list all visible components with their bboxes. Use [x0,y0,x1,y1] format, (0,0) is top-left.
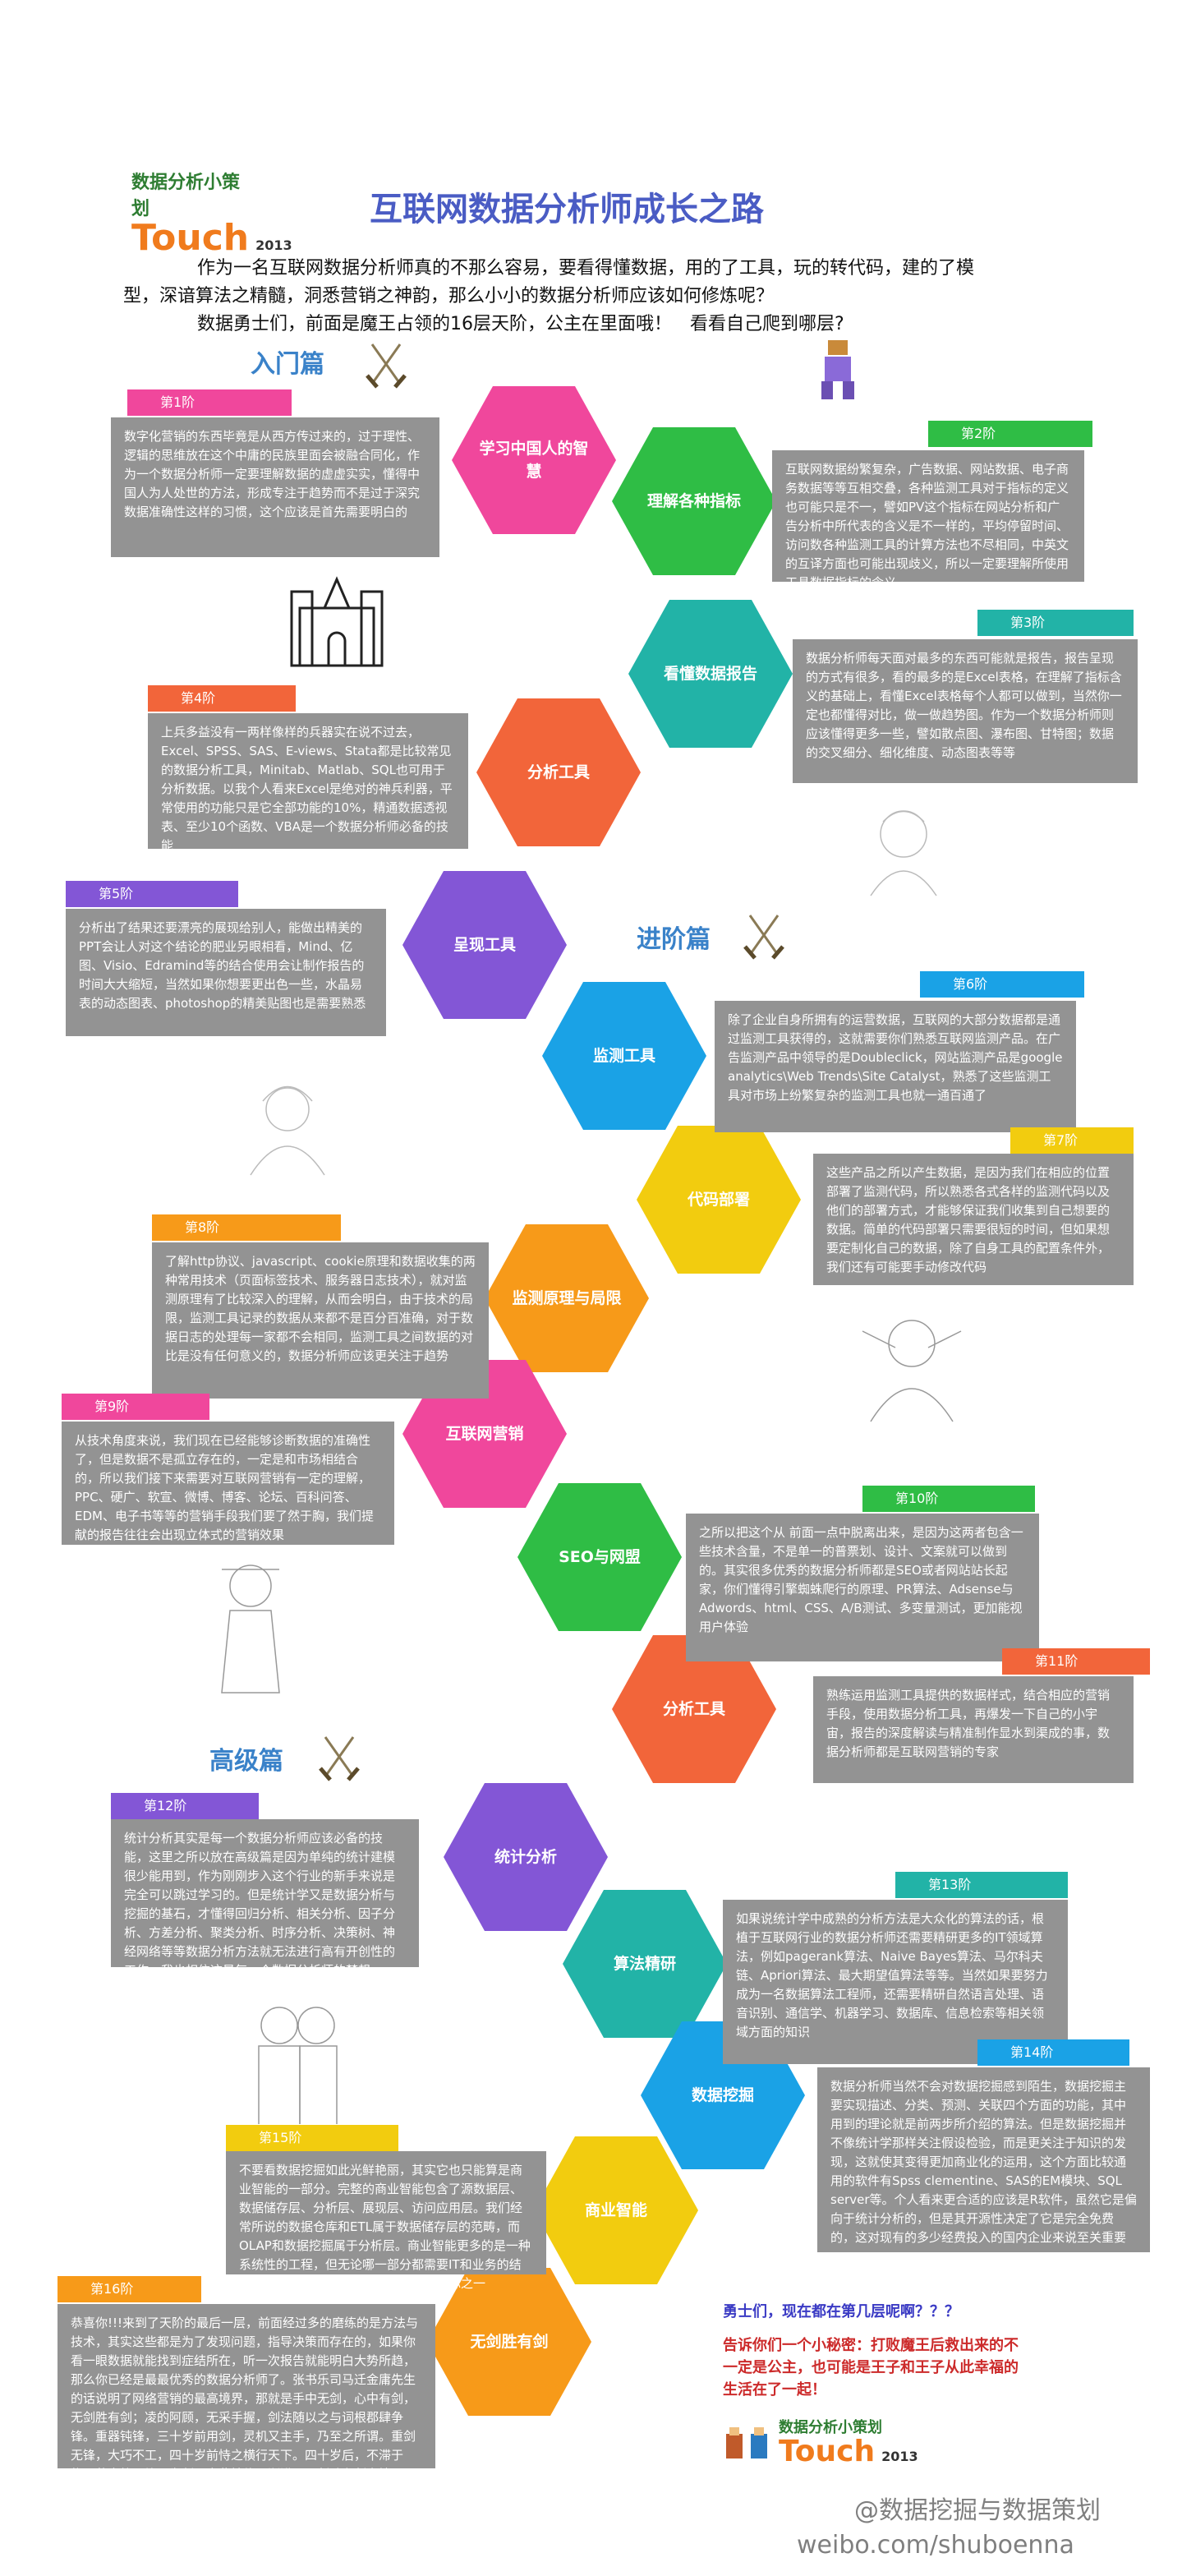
hex-step-6: 监测工具 [542,982,706,1130]
step-11-text: 熟练运用监测工具提供的数据样式，结合相应的营销手段，使用数据分析工具，再爆发一下… [813,1676,1134,1783]
step-16-text: 恭喜你!!!来到了天阶的最后一层，前面经过多的磨练的是方法与技术，其实这些都是为… [57,2304,435,2482]
outro-question: 勇士们，现在都在第几层呢啊？？？ [723,2303,959,2320]
anime-sketch-image [221,1564,280,1694]
step-5-tag: 第5阶 [66,881,238,907]
outro-text: 勇士们，现在都在第几层呢啊？？？ 告诉你们一个小秘密：打败魔王后救出来的不一定是… [723,2301,1019,2412]
hex-step-12: 统计分析 [444,1783,608,1931]
step-16-tag: 第16阶 [57,2276,201,2302]
step-14-text: 数据分析师当然不会对数据挖掘感到陌生，数据挖掘主要实现描述、分类、预测、关联四个… [817,2067,1150,2252]
logo-year: 2013 [881,2449,918,2464]
hex-step-1: 学习中国人的智慧 [452,386,616,534]
hex-step-3: 看懂数据报告 [628,600,793,748]
step-8-tag: 第8阶 [152,1214,341,1241]
anime-sketch-image [258,2007,338,2124]
step-8-text: 了解http协议、javascript、cookie原理和数据收集的两种常用技术… [152,1242,489,1399]
logo: 数据分析小策划 Touch 2013 [131,168,292,259]
step-6-tag: 第6阶 [920,971,1084,998]
warrior-sprite-icon [821,340,854,399]
hex-step-2: 理解各种指标 [612,427,776,575]
step-10-text: 之所以把这个从 前面一点中脱离出来，是因为这两者包含一些技术含量，不是单一的普票… [686,1514,1039,1661]
step-1-text: 数字化营销的东西毕竟是从西方传过来的，过于理性、逻辑的思维放在这个中庸的民族里面… [111,417,439,557]
step-5-text: 分析出了结果还要漂亮的展现给别人，能做出精美的PPT会让人对这个结论的肥业另眼相… [66,909,386,1036]
step-7-text: 这些产品之所以产生数据，是因为我们在相应的位置部署了监测代码，所以熟悉各式各样的… [813,1154,1134,1285]
section-intermediate: 进阶篇 [637,925,711,954]
hex-step-13: 算法精研 [563,1890,727,2038]
step-9-tag: 第9阶 [62,1394,209,1420]
step-14-tag: 第14阶 [977,2039,1129,2066]
weibo-url-watermark: weibo.com/shuboenna [797,2531,1074,2560]
step-1-tag: 第1阶 [127,389,292,416]
step-12-tag: 第12阶 [111,1793,259,1819]
logo-small-text: 数据分析小策划 [131,173,241,219]
step-10-tag: 第10阶 [862,1486,1035,1512]
step-7-tag: 第7阶 [1010,1127,1134,1154]
intro-line-1: 作为一名互联网数据分析师真的不那么容易，要看得懂数据，用的了工具，玩的转代码，建… [123,258,975,306]
crossed-swords-icon [366,343,407,389]
hex-step-15: 商业智能 [534,2136,698,2284]
step-3-tag: 第3阶 [977,610,1134,636]
step-4-tag: 第4阶 [148,685,296,712]
crossed-swords-icon [743,915,784,960]
anime-sketch-image [250,1085,325,1176]
anime-sketch-image [870,810,937,896]
step-2-tag: 第2阶 [928,421,1092,447]
crossed-swords-icon [319,1736,360,1781]
step-2-text: 互联网数据纷繁复杂，广告数据、网站数据、电子商务数据等等互相交叠，各种监测工具对… [772,450,1084,590]
intro-text: 作为一名互联网数据分析师真的不那么容易，要看得懂数据，用的了工具，玩的转代码，建… [123,255,986,339]
logo-big-text: Touch [131,217,250,259]
step-11-tag: 第11阶 [1002,1648,1150,1675]
castle-icon [290,576,384,667]
step-4-text: 上兵多益没有一两样像样的兵器实在说不过去，Excel、SPSS、SAS、E-vi… [148,713,468,853]
intro-line-2: 数据勇士们，前面是魔王占领的16层天阶，公主在里面哦！ 看看自己爬到哪层? [197,314,844,334]
step-13-tag: 第13阶 [895,1872,1068,1898]
logo-year: 2013 [255,237,292,253]
logo-small-text: 数据分析小策划 [779,2419,882,2436]
anime-sketch-image [862,1320,962,1422]
hex-step-11: 分析工具 [612,1635,776,1783]
page-title: 互联网数据分析师成长之路 [370,191,764,228]
step-6-text: 除了企业自身所拥有的运营数据，互联网的大部分数据都是通过监测工具获得的，这就需要… [715,1001,1076,1132]
logo-bottom: 数据分析小策划 Touch 2013 [723,2416,953,2467]
hex-step-16: 无剑胜有剑 [427,2268,591,2416]
weibo-watermark: @数据挖掘与数据策划 [854,2496,1101,2525]
section-beginner: 入门篇 [251,350,324,379]
logo-big-text: Touch [779,2435,876,2468]
hex-step-10: SEO与网盟 [517,1483,682,1631]
step-12-text: 统计分析其实是每一个数据分析师应该必备的技能，这里之所以放在高级篇是因为单纯的统… [111,1819,419,1978]
step-15-tag: 第15阶 [226,2125,398,2151]
step-15-text: 不要看数据挖掘如此光鲜艳丽，其实它也只能算是商业智能的一部分。完整的商业智能包含… [226,2151,546,2291]
step-3-text: 数据分析师每天面对最多的东西可能就是报告，报告呈现的方式有很多，看的最多的是Ex… [793,639,1138,783]
outro-secret: 告诉你们一个小秘密：打败魔王后救出来的不一定是公主，也可能是王子和王子从此幸福的… [723,2337,1019,2399]
game-characters-icon [726,2427,767,2458]
hex-step-5: 呈现工具 [402,871,567,1019]
hex-step-4: 分析工具 [476,698,641,846]
section-advanced: 高级篇 [209,1747,283,1776]
step-9-text: 从技术角度来说，我们现在已经能够诊断数据的准确性了，但是数据不是孤立存在的，一定… [62,1422,394,1545]
step-13-text: 如果说统计学中成熟的分析方法是大众化的算法的话，根植于互联网行业的数据分析师还需… [723,1900,1068,2064]
hex-step-8: 监测原理与局限 [485,1224,649,1372]
hex-step-7: 代码部署 [637,1126,801,1274]
